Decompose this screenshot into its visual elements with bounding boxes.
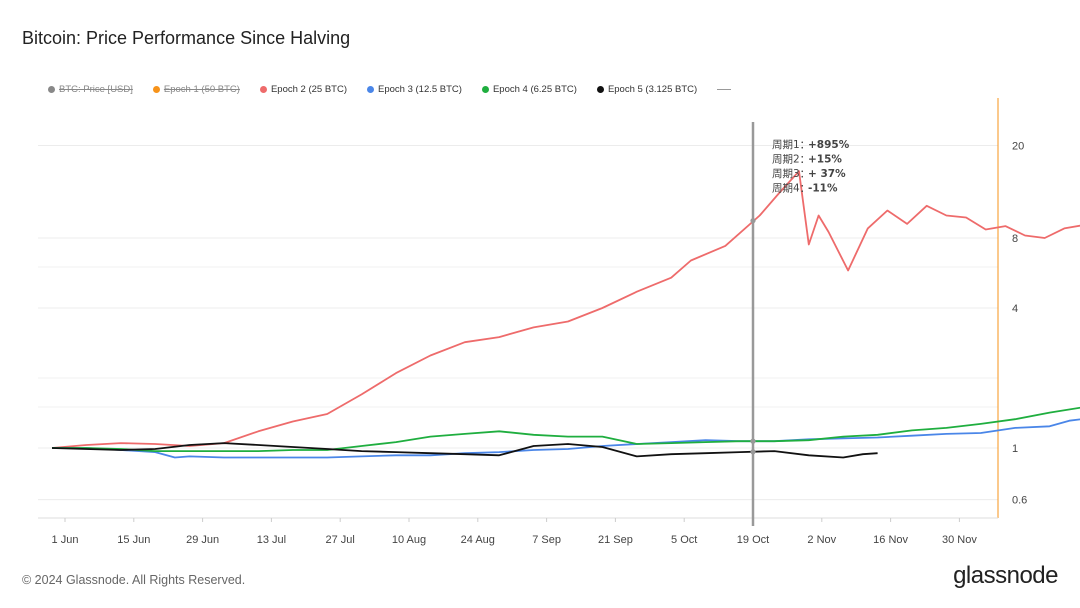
x-tick-label: 5 Oct [671, 534, 697, 546]
chart-title: Bitcoin: Price Performance Since Halving [22, 28, 351, 48]
legend-label: Epoch 3 (12.5 BTC) [378, 84, 462, 95]
annotation-label: 周期1： [772, 139, 810, 151]
legend-item[interactable]: Epoch 4 (6.25 BTC) [481, 84, 577, 95]
series-line [51, 170, 1080, 449]
legend-item[interactable]: Epoch 3 (12.5 BTC) [367, 84, 462, 95]
legend-item[interactable]: Epoch 2 (25 BTC) [259, 84, 347, 95]
legend-item[interactable]: Epoch 1 (50 BTC) [152, 84, 240, 95]
chart-area: 0.6 1 4 8 20 1 Jun 15 Jun 29 Jun 13 Jul 27 Jul 10 … [38, 98, 1080, 546]
marker-point [750, 449, 756, 455]
annotation-value: -11% [808, 183, 838, 195]
marker-point [750, 218, 756, 224]
x-tick-label: 19 Oct [737, 534, 769, 546]
copyright-footer: © 2024 Glassnode. All Rights Reserved. [22, 573, 246, 587]
legend-item[interactable]: Epoch 5 (3.125 BTC) [596, 84, 698, 95]
series-line [52, 406, 1080, 452]
series-line [52, 418, 1080, 459]
y-tick-label: 4 [1012, 303, 1018, 315]
annotation-label: 周期2： [772, 154, 810, 166]
x-tick-label: 13 Jul [257, 534, 286, 546]
y-tick-label: 0.6 [1012, 495, 1027, 507]
y-tick-label: 1 [1012, 443, 1018, 455]
legend-dot-icon [152, 86, 160, 93]
annotation-label: 周期4： [772, 183, 810, 195]
legend-label: Epoch 2 (25 BTC) [270, 84, 347, 95]
marker-point [750, 438, 756, 444]
legend-label: BTC: Price [USD] [59, 84, 133, 95]
x-tick-label: 16 Nov [873, 534, 908, 546]
legend-dot-icon [481, 86, 489, 93]
x-tick-label: 29 Jun [186, 534, 219, 546]
legend-dot-icon [367, 86, 374, 93]
legend-dot-icon [596, 86, 604, 93]
legend-item[interactable]: BTC: Price [USD] [48, 84, 133, 95]
x-tick-label: 1 Jun [52, 534, 79, 546]
legend-label: Epoch 1 (50 BTC) [163, 84, 240, 95]
x-tick-label: 10 Aug [392, 534, 426, 546]
annotation-label: 周期3： [772, 168, 810, 180]
annotation-value: +15% [808, 154, 842, 166]
legend-dot-icon [259, 86, 267, 93]
y-tick-label: 8 [1012, 233, 1018, 245]
x-tick-label: 30 Nov [942, 534, 977, 546]
annotation-value: + 37% [808, 168, 846, 180]
annotation-value: +895% [808, 139, 850, 151]
x-tick-label: 27 Jul [326, 534, 355, 546]
y-tick-label: 20 [1012, 140, 1024, 152]
x-tick-label: 21 Sep [598, 534, 633, 546]
legend-label: Epoch 4 (6.25 BTC) [492, 84, 577, 95]
x-tick-label: 15 Jun [117, 534, 150, 546]
x-tick-label: 2 Nov [807, 534, 836, 546]
legend-dot-icon [48, 86, 55, 93]
x-tick-label: 7 Sep [532, 534, 561, 546]
legend-more-icon[interactable] [717, 89, 732, 90]
legend-label: Epoch 5 (3.125 BTC) [607, 84, 698, 95]
brand-logo: glassnode [953, 562, 1058, 589]
x-tick-label: 24 Aug [461, 534, 495, 546]
series-line [51, 442, 878, 459]
chart-legend: BTC: Price [USD] Epoch 1 (50 BTC) Epoch 2 … [48, 84, 732, 95]
